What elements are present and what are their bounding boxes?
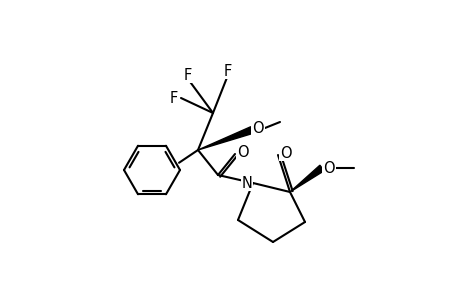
Text: O: O <box>280 146 291 160</box>
Polygon shape <box>197 127 252 150</box>
Text: F: F <box>184 68 192 82</box>
Text: O: O <box>252 121 263 136</box>
Text: F: F <box>224 64 232 79</box>
Text: O: O <box>323 160 334 175</box>
Text: O: O <box>237 145 248 160</box>
Text: N: N <box>241 176 252 190</box>
Text: F: F <box>169 91 178 106</box>
Polygon shape <box>289 165 324 192</box>
